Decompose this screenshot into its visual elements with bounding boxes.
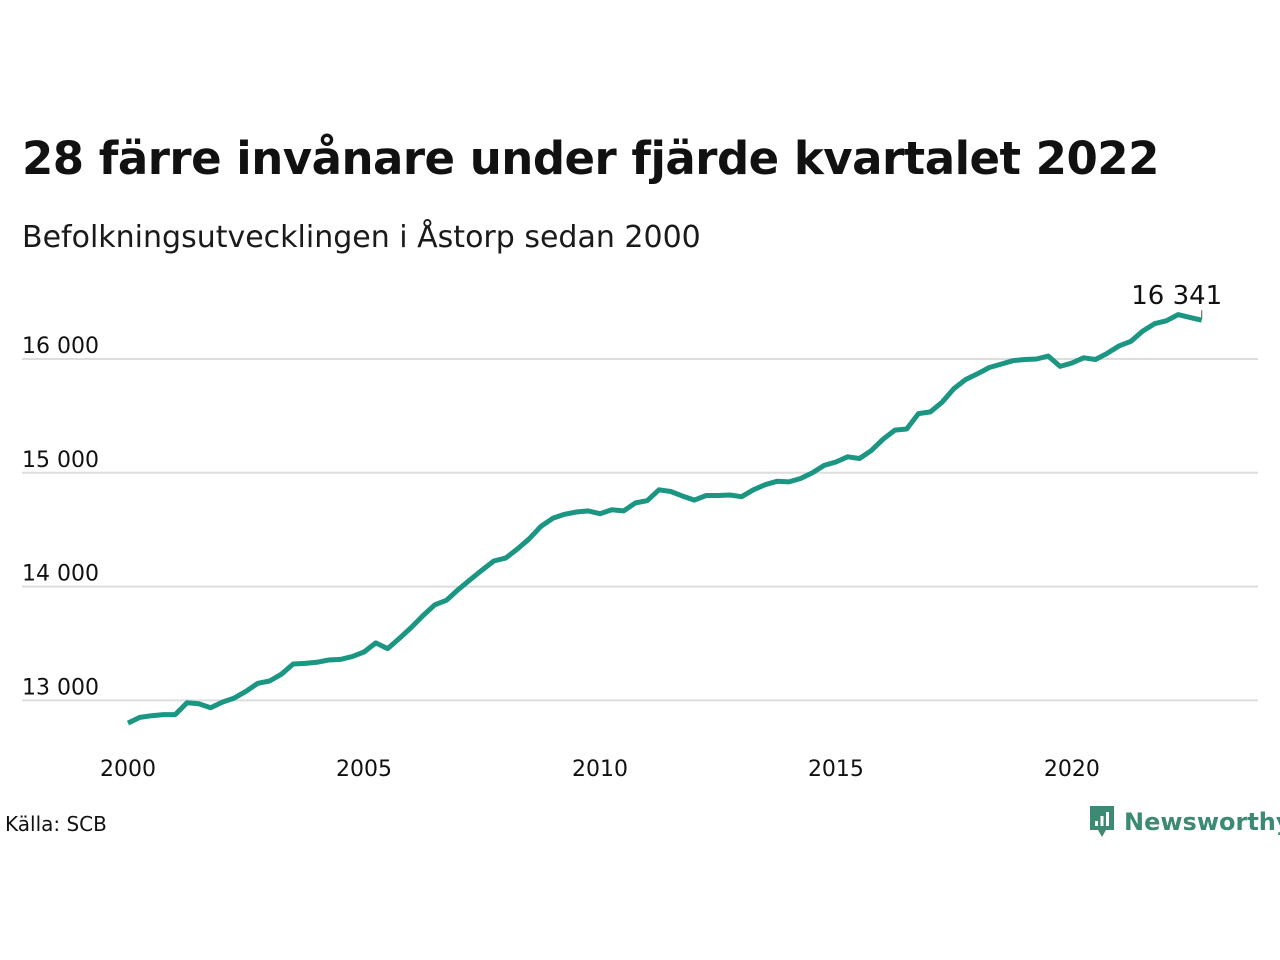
- y-tick-label-14000: 14 000: [22, 562, 99, 587]
- y-tick-label-16000: 16 000: [22, 334, 99, 359]
- y-tick-label-13000: 13 000: [22, 675, 99, 700]
- newsworthy-logo-icon: [1090, 806, 1114, 837]
- source-note: Källa: SCB: [5, 812, 107, 836]
- end-value-label: 16 341: [1131, 281, 1222, 311]
- x-tick-label-2005: 2005: [336, 757, 392, 782]
- x-tick-label-2000: 2000: [100, 757, 156, 782]
- chart-subtitle: Befolkningsutvecklingen i Åstorp sedan 2…: [22, 220, 701, 255]
- newsworthy-logo: Newsworthy: [1088, 804, 1280, 840]
- population-line-chart: 13 000 14 000 15 000 16 000 2000 2005 2010 201…: [22, 281, 1258, 782]
- newsworthy-logo-text: Newsworthy: [1124, 808, 1280, 836]
- x-tick-label-2010: 2010: [572, 757, 628, 782]
- x-axis-tick-labels: 2000 2005 2010 2015 2020: [100, 757, 1100, 782]
- grid-lines: [22, 357, 1258, 702]
- chart-title: 28 färre invånare under fjärde kvartalet…: [22, 132, 1159, 185]
- x-tick-label-2020: 2020: [1044, 757, 1100, 782]
- series-line: [126, 312, 1203, 726]
- x-tick-label-2015: 2015: [808, 757, 864, 782]
- y-axis-tick-labels: 13 000 14 000 15 000 16 000: [22, 334, 99, 700]
- y-tick-label-15000: 15 000: [22, 448, 99, 473]
